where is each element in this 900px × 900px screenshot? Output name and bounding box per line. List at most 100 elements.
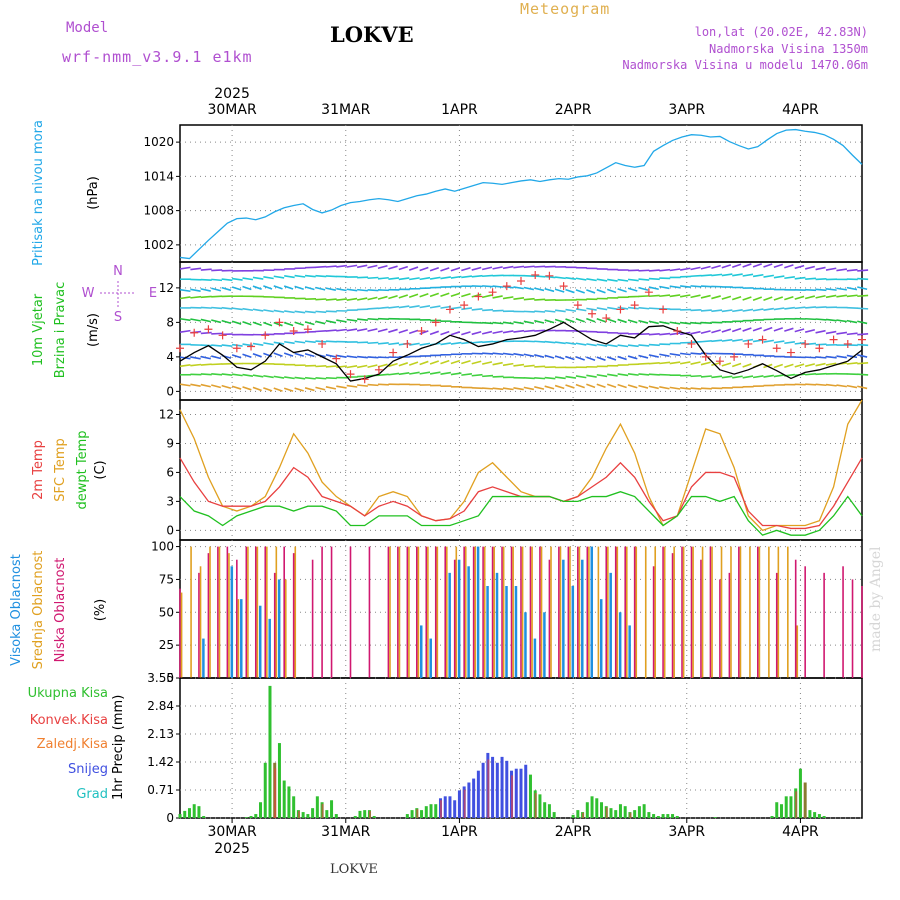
gust-marker	[232, 344, 241, 353]
model-elevation: Nadmorska Visina u modelu 1470.06m	[622, 58, 868, 72]
wind-speed-line	[179, 321, 863, 382]
gust-marker	[488, 288, 497, 297]
precip-bar	[197, 806, 201, 818]
precip-bar	[192, 804, 196, 818]
cloud-high-bar	[420, 625, 423, 678]
year-bottom: 2025	[214, 841, 250, 857]
cloud-high-ylabel: Visoka Oblacnost	[9, 554, 24, 666]
cloud-low-bars	[179, 546, 863, 678]
precip-bar	[671, 814, 675, 818]
compass-e: E	[149, 286, 157, 301]
precip-bar	[467, 782, 471, 818]
cloud-high-bar	[524, 612, 527, 678]
precip-conv-bar	[416, 809, 419, 818]
gust-marker	[715, 357, 724, 366]
precip-legend-snow: Snijeg	[68, 762, 108, 777]
day-label-top-0: 30MAR	[207, 102, 256, 118]
gust-marker	[730, 352, 739, 361]
day-label-bottom-4: 3APR	[668, 824, 705, 840]
precip-bar	[590, 796, 594, 818]
day-label-bottom-0: 30MAR	[207, 824, 256, 840]
cloud-high-bar	[571, 586, 575, 678]
compass-w: W	[82, 286, 95, 301]
dewpt-ylabel: dewpt Temp	[75, 430, 90, 509]
gust-marker	[474, 292, 483, 301]
ytick-label-temperature-1: 3	[166, 494, 174, 508]
precip-conv-bar	[274, 768, 277, 818]
precip-legend-hail: Grad	[76, 787, 108, 802]
ytick-label-precipitation-3: 2.13	[147, 727, 174, 741]
precip-bar	[292, 796, 296, 818]
day-label-top-2: 1APR	[441, 102, 478, 118]
precip-bar	[661, 814, 665, 818]
precip-bar	[282, 780, 286, 818]
precip-conv-bar	[582, 812, 585, 818]
wind-arrow-band-1	[180, 273, 869, 282]
precip-bar	[476, 770, 480, 818]
precip-bar	[448, 796, 452, 818]
precip-bar	[519, 768, 523, 818]
gust-marker	[303, 325, 312, 334]
ytick-label-clouds-4: 100	[151, 540, 174, 554]
precip-bar	[306, 814, 310, 818]
t2m-line	[179, 457, 863, 530]
precip-bar	[514, 768, 518, 818]
model-name: wrf-nmm_v3.9.1 e1km	[62, 48, 253, 66]
cloud-high-bar	[609, 572, 612, 678]
gust-marker	[687, 339, 696, 348]
precip-bar	[315, 796, 319, 818]
ytick-label-pressure-0: 1002	[143, 238, 174, 252]
gust-marker	[289, 327, 298, 335]
gust-marker	[445, 305, 454, 314]
precip-conv-bar	[368, 810, 371, 818]
gust-marker	[701, 352, 710, 361]
precip-bar	[675, 816, 679, 818]
precip-conv-bar	[534, 793, 537, 818]
day-label-top-5: 4APR	[782, 102, 819, 118]
precip-bar	[623, 806, 627, 818]
cloud-high-bar	[505, 586, 508, 678]
gust-marker	[531, 270, 540, 279]
precip-bar	[552, 812, 556, 818]
gust-marker	[829, 335, 838, 344]
gust-marker	[630, 301, 639, 310]
product-title: Meteogram	[520, 0, 611, 18]
precip-bar	[358, 810, 362, 818]
precip-bar	[713, 817, 717, 818]
precip-bar	[434, 804, 438, 818]
gust-marker	[176, 344, 184, 353]
wind-unit: (m/s)	[86, 313, 101, 347]
cloud-mid-ylabel: Srednja Oblacnost	[31, 551, 46, 670]
cloud-high-bar	[590, 546, 594, 678]
precip-bar	[600, 802, 604, 818]
precip-bar	[202, 816, 206, 818]
precip-bar	[652, 814, 656, 818]
precip-ylabel: 1hr Precip (mm)	[111, 695, 126, 800]
cloud-mid-bars	[180, 546, 799, 678]
precip-bar	[334, 814, 338, 818]
precip-conv-bar	[629, 812, 632, 818]
precip-bar	[429, 804, 433, 818]
precip-bar	[277, 743, 281, 818]
gust-marker	[573, 301, 582, 310]
ytick-label-temperature-4: 12	[159, 407, 174, 421]
gust-marker	[346, 370, 355, 379]
wind-arrow-band-8	[179, 352, 868, 361]
gust-marker	[190, 328, 199, 337]
ytick-label-clouds-1: 25	[159, 638, 174, 652]
gust-marker	[204, 325, 213, 334]
precip-bar	[410, 810, 414, 818]
precip-conv-bar	[605, 807, 608, 818]
precip-bar	[609, 808, 613, 818]
precip-bar	[263, 762, 267, 818]
cloud-high-bar	[457, 559, 461, 678]
precip-conv-bar	[511, 775, 514, 818]
precip-bar	[779, 804, 783, 818]
precip-bar	[457, 790, 461, 818]
ytick-label-precipitation-2: 1.42	[147, 755, 174, 769]
gust-marker	[318, 339, 327, 348]
footer-station: LOKVE	[330, 862, 378, 877]
precip-bar	[822, 816, 826, 818]
precip-bar	[249, 816, 253, 818]
gust-marker	[261, 331, 270, 340]
